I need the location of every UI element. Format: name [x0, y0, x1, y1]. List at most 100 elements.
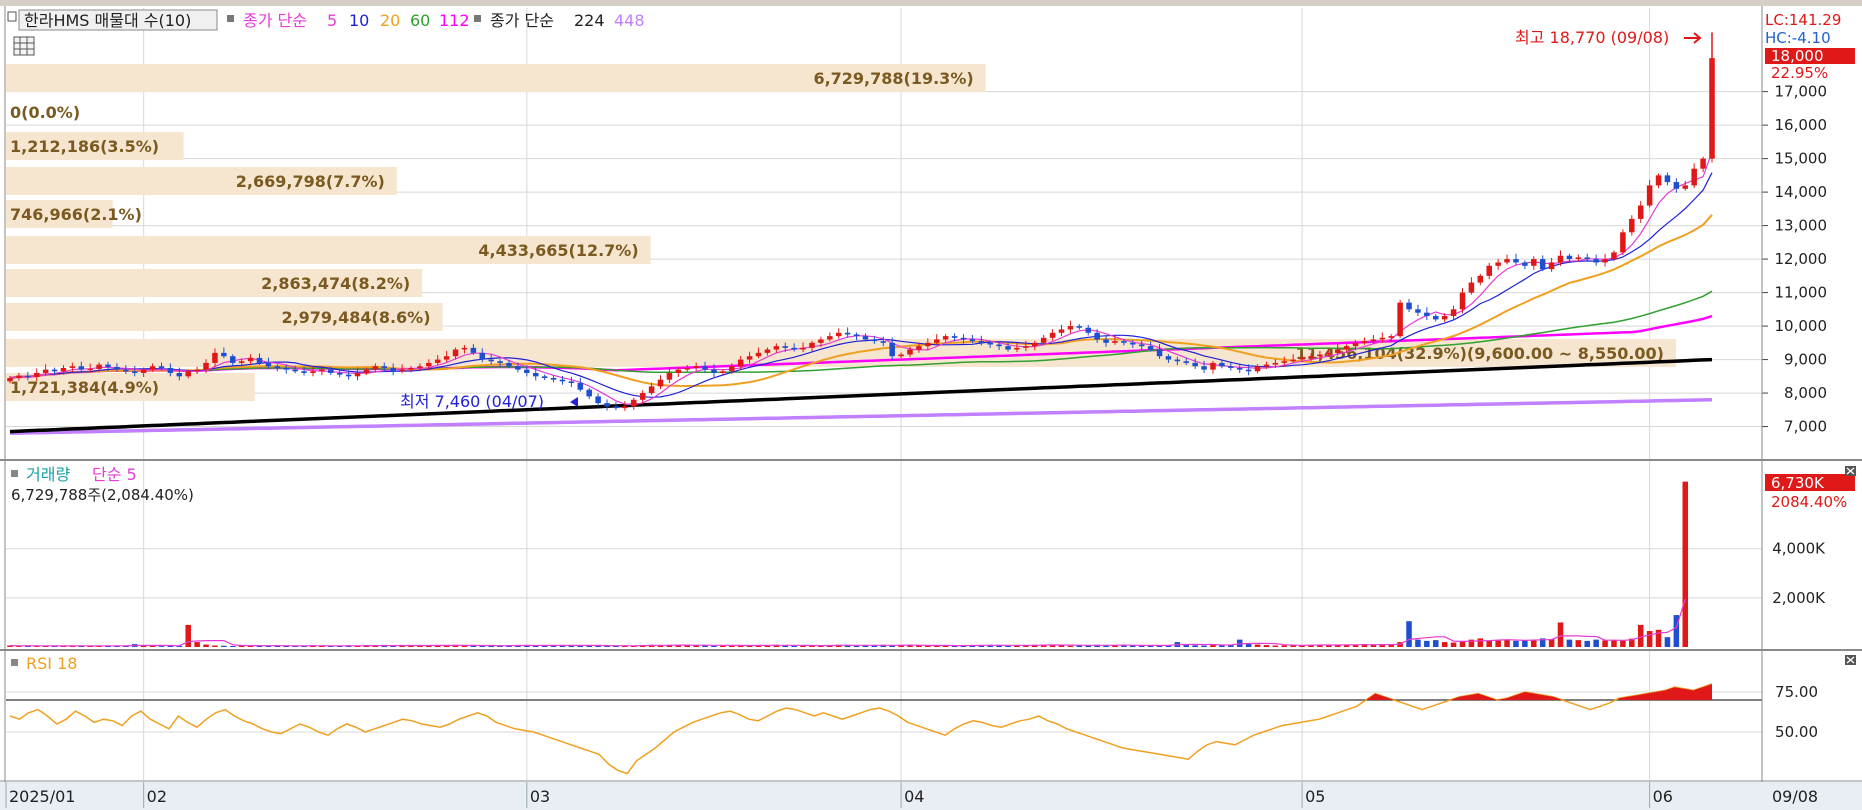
candle-body	[755, 352, 762, 357]
volume-bar	[1308, 644, 1314, 647]
candle-body	[167, 367, 174, 373]
volume-bar	[1388, 644, 1394, 647]
volume-bar	[488, 645, 494, 647]
volume-bar	[916, 645, 922, 647]
candle-body	[452, 349, 459, 357]
stock-name[interactable]: 한라HMS 매물대 수(10)	[24, 11, 191, 30]
candle-body	[78, 366, 85, 370]
ma-period-112[interactable]: 112	[439, 11, 470, 30]
candle-body	[1611, 252, 1617, 260]
volume-bar	[1112, 645, 1118, 647]
candle-body	[1040, 337, 1047, 343]
candle-body	[221, 352, 227, 357]
candle-body	[274, 366, 281, 368]
volume-title[interactable]: 거래량	[26, 465, 70, 484]
volume-bar	[996, 645, 1002, 647]
volume-bar	[1245, 643, 1252, 647]
rsi-line-path	[9, 683, 1713, 775]
volume-bar	[1432, 640, 1439, 647]
volume-bar	[978, 645, 985, 647]
ma-label-a[interactable]: 종가 단순	[243, 11, 307, 30]
candle-body	[488, 359, 494, 362]
volume-bar	[140, 645, 147, 647]
price-tick-label: 16,000	[1775, 116, 1828, 134]
candle-body	[1620, 232, 1626, 253]
last-date-label: 09/08	[1772, 787, 1818, 806]
volume-bar	[1673, 615, 1680, 647]
candle-body	[381, 366, 388, 368]
candle-body	[408, 367, 414, 370]
candle-body	[301, 371, 307, 373]
volume-bar	[1040, 644, 1047, 647]
volume-bar	[1637, 624, 1644, 647]
volume-bar	[1557, 622, 1564, 647]
candle-body	[675, 369, 682, 373]
date-label: 2025/01	[9, 787, 75, 806]
volume-bar	[221, 645, 227, 647]
legend-box-icon[interactable]	[7, 11, 17, 22]
current-price-badge	[1765, 48, 1855, 64]
table-toggle-icon[interactable]	[13, 36, 35, 56]
volume-bar	[1611, 639, 1617, 647]
volume-bar	[960, 645, 967, 647]
candle-body	[1326, 352, 1332, 355]
volume-bar	[1602, 640, 1608, 647]
volume-bar	[862, 645, 869, 647]
candle-body	[292, 369, 298, 372]
volume-bar	[1584, 640, 1591, 647]
ma-period-448[interactable]: 448	[614, 11, 645, 30]
candle-body	[87, 368, 93, 370]
candle-body	[1468, 282, 1475, 293]
volume-bar	[853, 645, 860, 647]
candle-body	[1272, 362, 1279, 365]
candle-body	[42, 369, 49, 373]
ma-label-b[interactable]: 종가 단순	[490, 11, 554, 30]
ma448-line	[9, 398, 1713, 436]
ma-period-20[interactable]: 20	[380, 11, 400, 30]
rsi-title[interactable]: RSI 18	[26, 654, 77, 673]
rsi-overbought-fill	[1618, 684, 1712, 700]
ma-period-224[interactable]: 224	[574, 11, 605, 30]
candle-body	[586, 389, 592, 397]
candle-body	[746, 356, 753, 360]
candle-body	[1094, 332, 1100, 340]
volume-bar	[87, 645, 93, 647]
candle-body	[1424, 312, 1430, 317]
volume-profile-label: 6,729,788(19.3%)	[813, 69, 973, 88]
volume-bar	[1281, 645, 1288, 647]
candle-body	[987, 342, 993, 345]
candle-body	[319, 369, 325, 372]
volume-bar	[1406, 621, 1412, 647]
ma-period-60[interactable]: 60	[410, 11, 430, 30]
candle-body	[862, 336, 869, 340]
volume-bar	[782, 645, 789, 647]
volume-bar	[1210, 645, 1216, 647]
candle-body	[1032, 342, 1038, 347]
candle-body	[114, 366, 120, 370]
candle-body	[925, 342, 931, 347]
candle-body	[1637, 205, 1644, 219]
volume-ma-title[interactable]: 단순 5	[92, 465, 137, 484]
volume-profile-label: 0(0.0%)	[10, 103, 80, 122]
candle-body	[559, 379, 566, 382]
volume-bar	[1664, 637, 1671, 647]
volume-close-x-icon	[1846, 467, 1855, 475]
volume-bar	[1495, 640, 1501, 647]
volume-bar	[889, 645, 895, 647]
candle-body	[479, 352, 486, 360]
volume-bar	[1121, 645, 1127, 647]
ma-period-10[interactable]: 10	[349, 11, 369, 30]
volume-bar	[1299, 645, 1305, 647]
candle-body	[1049, 332, 1056, 338]
candle-body	[434, 359, 441, 363]
candle-body	[1174, 359, 1181, 362]
volume-bar	[541, 645, 548, 647]
candle-body	[497, 361, 503, 363]
volume-bar	[194, 642, 200, 647]
stock-name-box[interactable]	[18, 9, 218, 31]
rsi-tick-label: 75.00	[1775, 683, 1818, 701]
ma-period-5[interactable]: 5	[327, 11, 337, 30]
candle-body	[1495, 262, 1501, 266]
volume-bar	[577, 645, 584, 647]
